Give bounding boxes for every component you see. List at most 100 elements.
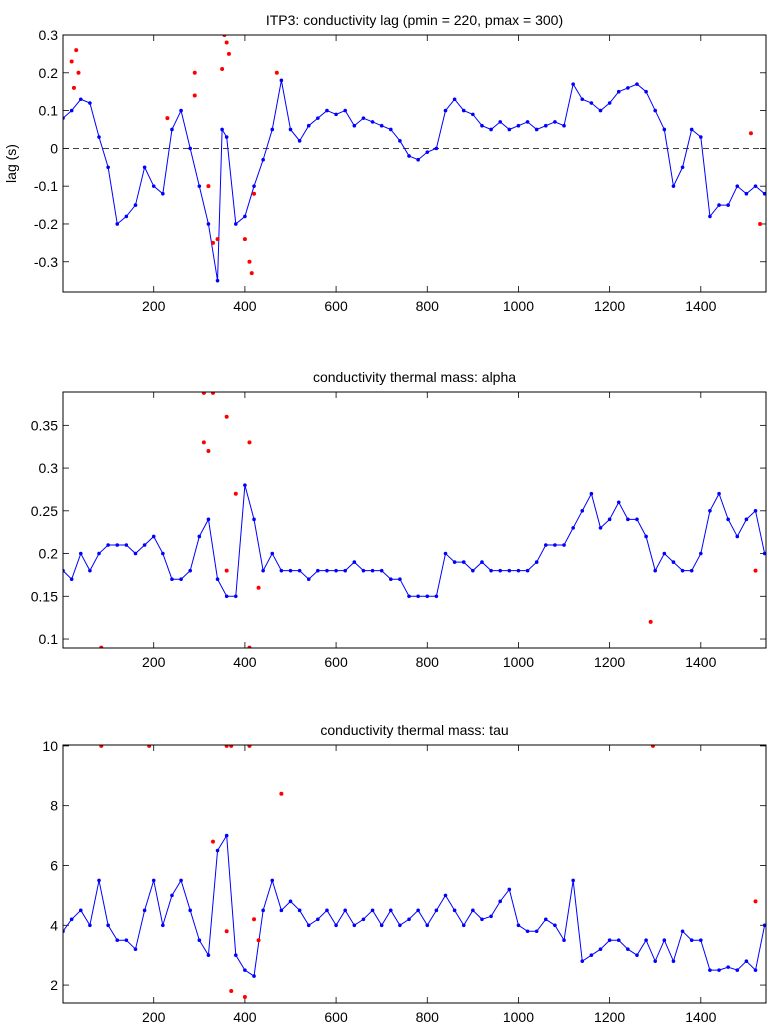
y-tick-label: 0.35 bbox=[31, 417, 58, 433]
alpha-data-point bbox=[607, 517, 612, 522]
tau-data-point bbox=[151, 878, 156, 883]
y-tick-label: 0.15 bbox=[31, 588, 58, 604]
outlier-point bbox=[748, 131, 753, 136]
tau-data-point bbox=[471, 908, 475, 913]
tau-data-point bbox=[425, 923, 430, 928]
outlier-point bbox=[69, 59, 74, 64]
outlier-point bbox=[279, 791, 284, 796]
tau-data-point bbox=[124, 938, 129, 943]
tau-data-point bbox=[543, 917, 548, 922]
outlier-point bbox=[224, 568, 229, 573]
lag-data-point bbox=[553, 120, 557, 124]
x-tick-label: 200 bbox=[142, 654, 166, 670]
alpha-data-point bbox=[179, 577, 183, 581]
tau-data-point bbox=[133, 947, 138, 951]
tau-data-point bbox=[270, 878, 275, 883]
tau-data-point bbox=[352, 923, 357, 928]
alpha-data-point bbox=[379, 568, 384, 573]
outlier-point bbox=[224, 414, 229, 419]
tau-data-point bbox=[215, 848, 220, 853]
y-tick-label: 0 bbox=[50, 140, 58, 156]
lag-data-point bbox=[708, 214, 712, 219]
outlier-point bbox=[99, 645, 104, 648]
alpha-data-point bbox=[88, 568, 92, 573]
tau-data-point bbox=[78, 908, 83, 913]
lag-data-point bbox=[407, 154, 411, 158]
lag-data-point bbox=[388, 127, 393, 132]
outlier-point bbox=[758, 221, 763, 226]
tau-data-point bbox=[553, 923, 557, 928]
alpha-data-point bbox=[279, 568, 284, 573]
tau-data-point bbox=[516, 923, 521, 928]
tau-data-point bbox=[170, 893, 174, 898]
axes-frame bbox=[62, 391, 767, 649]
outlier-point bbox=[201, 440, 206, 445]
alpha-data-point bbox=[589, 491, 594, 496]
alpha-data-point bbox=[252, 517, 256, 522]
lag-data-point bbox=[562, 123, 566, 128]
outlier-point bbox=[229, 989, 234, 994]
x-tick-label: 1200 bbox=[594, 654, 625, 670]
outlier-point bbox=[256, 938, 261, 943]
outlier-point bbox=[274, 70, 279, 75]
alpha-data-point bbox=[498, 568, 503, 573]
outlier-point bbox=[753, 899, 758, 904]
lag-data-point bbox=[215, 278, 220, 283]
tau-data-point bbox=[689, 938, 694, 943]
tau-data-point bbox=[288, 899, 293, 904]
y-tick-label: 6 bbox=[50, 857, 58, 873]
outlier-point bbox=[648, 619, 653, 624]
alpha-data-point bbox=[543, 543, 548, 547]
lag-data-point bbox=[170, 127, 174, 132]
x-tick-label: 600 bbox=[324, 654, 348, 670]
tau-data-point bbox=[735, 968, 740, 972]
lag-data-point bbox=[124, 214, 129, 219]
tau-data-point bbox=[580, 959, 585, 963]
x-tick-label: 200 bbox=[142, 1009, 166, 1024]
outlier-point bbox=[71, 85, 76, 90]
tau-data-point bbox=[88, 923, 92, 928]
lag-data-point bbox=[243, 214, 247, 219]
outlier-point bbox=[206, 448, 211, 453]
x-tick-label: 1400 bbox=[685, 298, 716, 314]
tau-data-point bbox=[224, 833, 229, 838]
y-tick-label: 10 bbox=[42, 738, 58, 754]
alpha-data-point bbox=[480, 560, 484, 564]
tau-data-point bbox=[69, 917, 74, 922]
tau-data-point bbox=[261, 908, 265, 913]
tau-data-point bbox=[316, 917, 320, 922]
lag-data-point bbox=[334, 112, 338, 117]
lag-data-point bbox=[671, 184, 676, 188]
outlier-point bbox=[256, 585, 261, 590]
y-tick-label: 0.2 bbox=[39, 546, 59, 562]
x-tick-label: 1200 bbox=[594, 1009, 625, 1024]
outlier-point bbox=[224, 40, 229, 45]
alpha-data-point bbox=[261, 568, 265, 573]
outlier-point bbox=[210, 240, 215, 245]
alpha-data-point bbox=[616, 500, 621, 505]
y-tick-label: 0.3 bbox=[39, 27, 59, 43]
y-tick-label: -0.3 bbox=[34, 254, 58, 270]
alpha-data-point bbox=[580, 509, 585, 513]
alpha-data-point bbox=[69, 577, 74, 581]
alpha-data-point bbox=[334, 568, 338, 573]
outlier-point bbox=[210, 839, 215, 844]
outlier-point bbox=[229, 745, 234, 748]
tau-data-point bbox=[106, 923, 110, 928]
lag-data-point bbox=[279, 78, 284, 83]
lag-data-point bbox=[179, 108, 183, 113]
x-tick-label: 600 bbox=[324, 1009, 348, 1024]
lag-data-point bbox=[717, 203, 721, 207]
lag-data-point bbox=[88, 101, 92, 105]
outlier-point bbox=[247, 440, 252, 445]
tau-data-point bbox=[589, 953, 594, 957]
tau-data-point bbox=[179, 878, 183, 883]
alpha-data-point bbox=[689, 568, 694, 573]
lag-data-point bbox=[343, 108, 348, 113]
y-tick-label: 4 bbox=[50, 917, 58, 933]
x-tick-label: 1400 bbox=[685, 1009, 716, 1024]
alpha-data-point bbox=[489, 568, 493, 573]
outlier-point bbox=[226, 51, 231, 56]
lag-data-point bbox=[534, 127, 539, 132]
